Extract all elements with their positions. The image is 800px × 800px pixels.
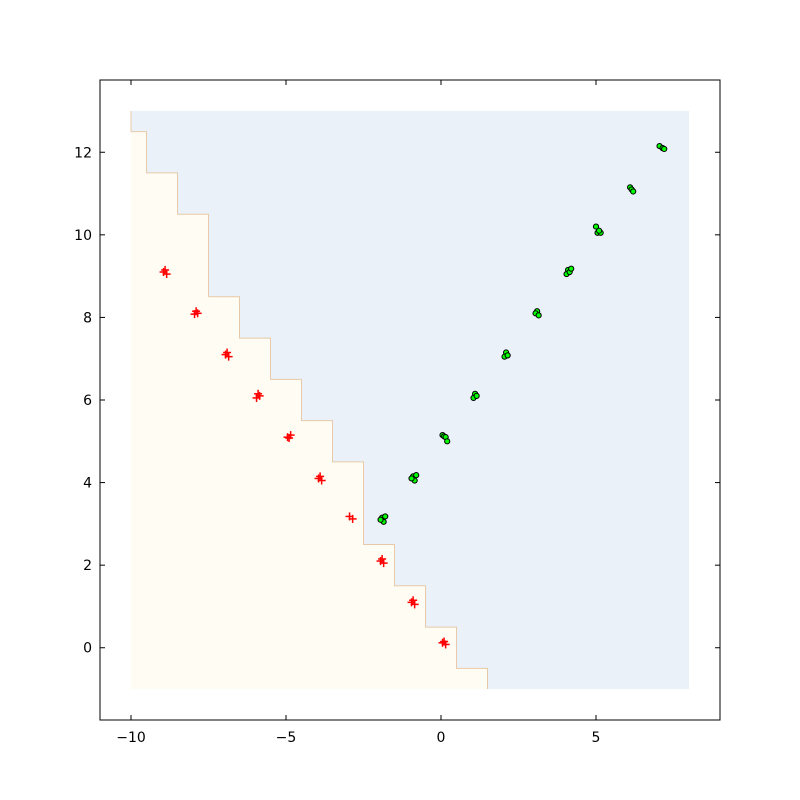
dot-marker (630, 188, 637, 195)
dot-marker (473, 392, 480, 399)
y-tick-label: 6 (83, 393, 92, 409)
dot-marker (382, 513, 389, 520)
dot-marker (535, 312, 542, 319)
plus-marker (285, 433, 294, 442)
y-axis: 0 2 4 6 8 10 12 (74, 145, 720, 657)
dot-marker (596, 227, 603, 234)
plus-marker (438, 638, 447, 647)
dot-marker (377, 516, 384, 523)
plus-marker (314, 474, 323, 483)
x-tick-label: −5 (276, 730, 297, 746)
x-axis: −10 −5 0 5 (116, 80, 600, 746)
plus-marker (407, 598, 416, 607)
plus-marker (221, 350, 230, 359)
dot-marker (661, 145, 668, 153)
decision-regions (130, 110, 689, 690)
decision-boundary (130, 110, 488, 690)
y-tick-label: 12 (74, 145, 92, 161)
dot-marker (504, 352, 511, 359)
x-tick-label: 0 (437, 730, 446, 746)
plus-marker (159, 268, 168, 276)
region-plus-class (131, 110, 488, 690)
x-tick-label: −10 (116, 730, 146, 746)
dot-marker (408, 475, 415, 482)
y-tick-label: 8 (83, 310, 92, 326)
y-tick-label: 2 (83, 558, 92, 574)
y-tick-label: 0 (83, 641, 92, 657)
x-tick-label: 5 (592, 730, 601, 746)
plus-marker (255, 391, 264, 400)
dot-marker (592, 223, 600, 230)
dot-marker (568, 265, 575, 272)
y-tick-label: 10 (74, 228, 92, 244)
data-points (159, 142, 668, 649)
plus-marker (348, 514, 357, 523)
plus-marker (376, 557, 385, 566)
dot-marker (444, 438, 451, 445)
dot-marker (413, 472, 420, 479)
plus-marker (193, 309, 202, 318)
y-tick-label: 4 (83, 476, 92, 492)
